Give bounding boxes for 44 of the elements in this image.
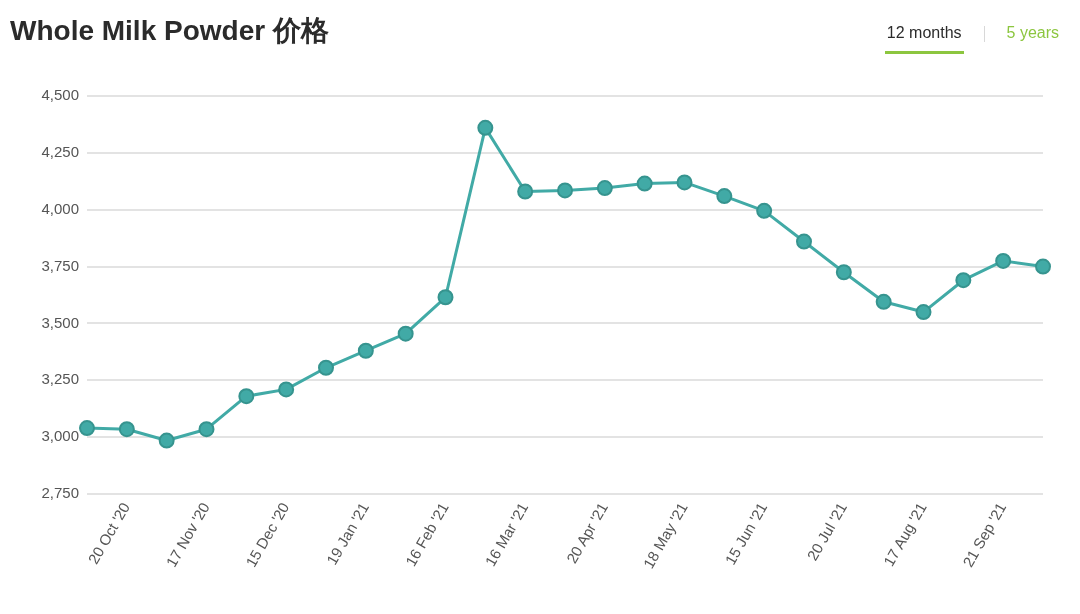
point — [796, 233, 812, 250]
point — [955, 272, 972, 289]
point — [118, 421, 135, 438]
x-tick-label: 20 Apr '21 — [562, 499, 612, 567]
point — [557, 182, 573, 199]
point — [278, 381, 295, 398]
point — [1035, 258, 1051, 275]
point — [636, 175, 653, 192]
y-tick-label: 2,750 — [41, 484, 79, 502]
y-tick-label: 4,000 — [41, 199, 79, 217]
y-tick-label: 4,250 — [41, 143, 79, 160]
point — [357, 342, 374, 359]
y-tick-label: 3,250 — [41, 370, 79, 388]
point — [79, 420, 95, 437]
x-tick-label: 19 Jan '21 — [322, 499, 373, 568]
x-tick-label: 21 Sep '21 — [959, 499, 1010, 570]
point — [198, 421, 215, 438]
x-tick-label: 20 Oct '20 — [84, 499, 134, 567]
y-tick-label: 3,500 — [41, 313, 79, 331]
point — [158, 432, 175, 449]
point — [437, 289, 454, 306]
point — [875, 293, 892, 310]
y-tick-label: 4,500 — [41, 86, 79, 104]
x-tick-label: 20 Jul '21 — [803, 499, 851, 564]
point — [596, 180, 613, 197]
text: 12 months — [886, 24, 962, 41]
point — [477, 119, 494, 136]
point — [756, 202, 773, 219]
x-tick-label: 15 Dec '20 — [242, 499, 293, 570]
point — [995, 252, 1012, 269]
x-tick-label: 16 Feb '21 — [401, 499, 452, 569]
point — [238, 388, 255, 405]
y-tick-label: 3,750 — [41, 256, 79, 274]
chart-title: Whole Milk Powder 价格 — [10, 14, 329, 48]
point — [835, 264, 852, 281]
point — [318, 359, 334, 376]
point — [517, 183, 534, 200]
point — [676, 174, 693, 191]
point — [915, 304, 932, 321]
y-tick-label: 3,000 — [41, 427, 79, 445]
x-tick-label: 15 Jun '21 — [721, 499, 771, 568]
point — [397, 325, 414, 342]
point — [716, 188, 733, 205]
text: 5 years — [1006, 24, 1059, 41]
